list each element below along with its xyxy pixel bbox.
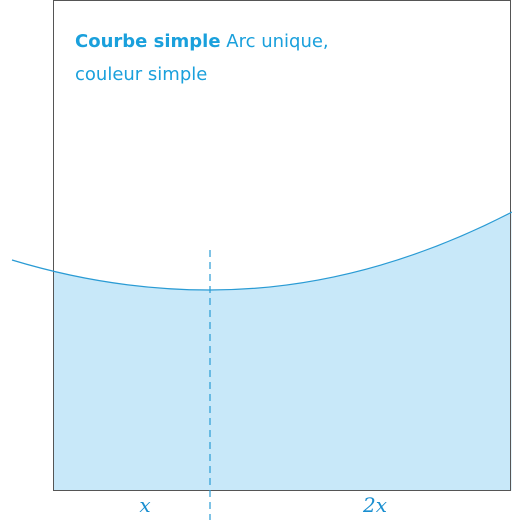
title-line2: couleur simple (75, 64, 207, 85)
frame (53, 0, 511, 491)
segment-label: x (139, 493, 150, 517)
area-fill (53, 212, 512, 491)
title-rest: Arc unique, (226, 31, 328, 52)
segment-label: 2x (362, 493, 387, 517)
title-bold: Courbe simple (75, 31, 221, 52)
title-line: Courbe simple Arc unique, (75, 31, 329, 52)
curve (11, 211, 512, 291)
